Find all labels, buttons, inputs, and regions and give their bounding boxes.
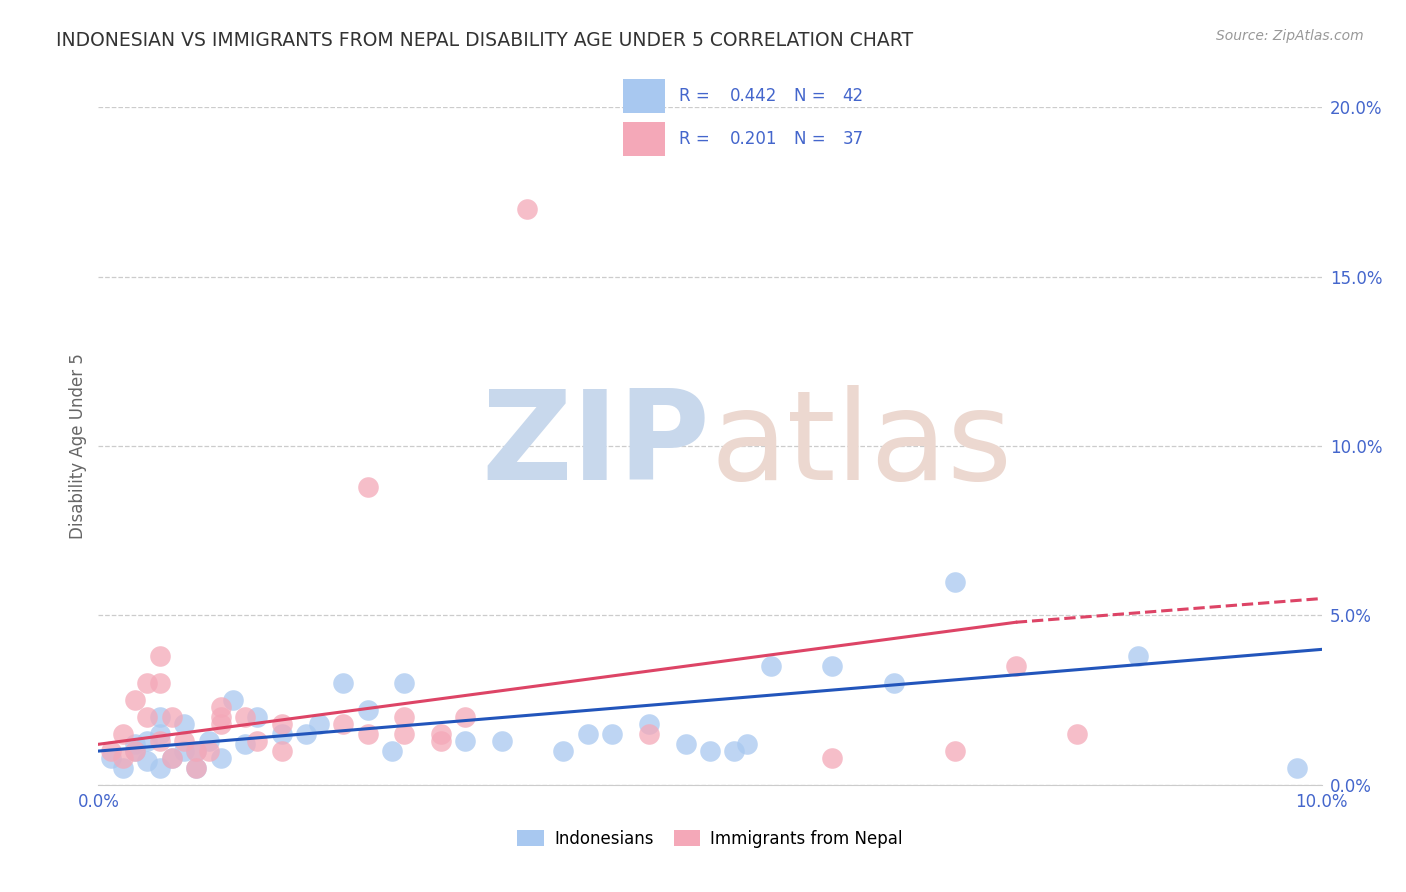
Point: [197, 744, 219, 758]
Point: [943, 744, 966, 758]
Point: [270, 727, 292, 741]
Point: [454, 710, 477, 724]
Text: ZIP: ZIP: [481, 385, 710, 507]
Point: [149, 649, 172, 664]
Point: [637, 717, 661, 731]
Point: [209, 710, 232, 724]
Point: [356, 703, 378, 717]
Point: [149, 734, 172, 748]
Point: [392, 710, 416, 724]
Point: [723, 744, 745, 758]
Point: [160, 710, 183, 724]
Point: [160, 751, 183, 765]
Point: [124, 744, 146, 758]
Text: R =: R =: [679, 87, 716, 104]
Point: [270, 717, 292, 731]
Bar: [623, 122, 665, 156]
Point: [270, 744, 292, 758]
Text: Source: ZipAtlas.com: Source: ZipAtlas.com: [1216, 29, 1364, 43]
Point: [516, 202, 538, 216]
Y-axis label: Disability Age Under 5: Disability Age Under 5: [69, 353, 87, 539]
Point: [332, 676, 354, 690]
Point: [111, 727, 134, 741]
Point: [186, 761, 208, 775]
Point: [209, 700, 232, 714]
Point: [675, 737, 697, 751]
Bar: [623, 78, 665, 112]
Point: [100, 751, 122, 765]
Text: N =: N =: [794, 87, 831, 104]
Text: INDONESIAN VS IMMIGRANTS FROM NEPAL DISABILITY AGE UNDER 5 CORRELATION CHART: INDONESIAN VS IMMIGRANTS FROM NEPAL DISA…: [56, 31, 914, 50]
Point: [943, 574, 966, 589]
Point: [149, 761, 172, 775]
Point: [759, 659, 782, 673]
Text: atlas: atlas: [710, 385, 1012, 507]
Text: N =: N =: [794, 130, 831, 148]
Point: [136, 754, 159, 768]
Point: [1004, 659, 1026, 673]
Point: [233, 737, 256, 751]
Point: [356, 727, 378, 741]
Point: [186, 744, 208, 758]
Point: [637, 727, 661, 741]
Point: [553, 744, 575, 758]
Point: [149, 676, 172, 690]
Point: [381, 744, 404, 758]
Point: [136, 676, 159, 690]
Point: [454, 734, 477, 748]
Point: [186, 761, 208, 775]
Point: [1286, 761, 1309, 775]
Point: [491, 734, 513, 748]
Text: 0.201: 0.201: [730, 130, 778, 148]
Point: [332, 717, 354, 731]
Point: [197, 734, 219, 748]
Point: [136, 734, 159, 748]
Point: [246, 734, 269, 748]
Point: [149, 710, 172, 724]
Point: [111, 761, 134, 775]
Point: [246, 710, 269, 724]
Text: 0.442: 0.442: [730, 87, 778, 104]
Point: [186, 744, 208, 758]
Point: [576, 727, 599, 741]
Point: [136, 710, 159, 724]
Point: [222, 693, 245, 707]
Point: [699, 744, 721, 758]
Point: [173, 717, 195, 731]
Point: [160, 751, 183, 765]
Text: 42: 42: [842, 87, 863, 104]
Point: [124, 693, 146, 707]
Point: [100, 744, 122, 758]
Point: [430, 727, 453, 741]
Point: [1128, 649, 1150, 664]
Point: [233, 710, 256, 724]
Point: [392, 727, 416, 741]
Point: [821, 659, 844, 673]
Text: 37: 37: [842, 130, 863, 148]
Point: [295, 727, 318, 741]
Point: [430, 734, 453, 748]
Point: [209, 751, 232, 765]
Point: [124, 744, 146, 758]
Point: [173, 744, 195, 758]
Point: [111, 751, 134, 765]
Point: [392, 676, 416, 690]
Point: [600, 727, 623, 741]
Point: [124, 737, 146, 751]
Text: R =: R =: [679, 130, 716, 148]
Point: [173, 734, 195, 748]
Point: [1066, 727, 1088, 741]
Legend: Indonesians, Immigrants from Nepal: Indonesians, Immigrants from Nepal: [510, 823, 910, 855]
Point: [735, 737, 758, 751]
Point: [308, 717, 330, 731]
Point: [883, 676, 905, 690]
Point: [209, 717, 232, 731]
Point: [821, 751, 844, 765]
Point: [149, 727, 172, 741]
Point: [356, 480, 378, 494]
